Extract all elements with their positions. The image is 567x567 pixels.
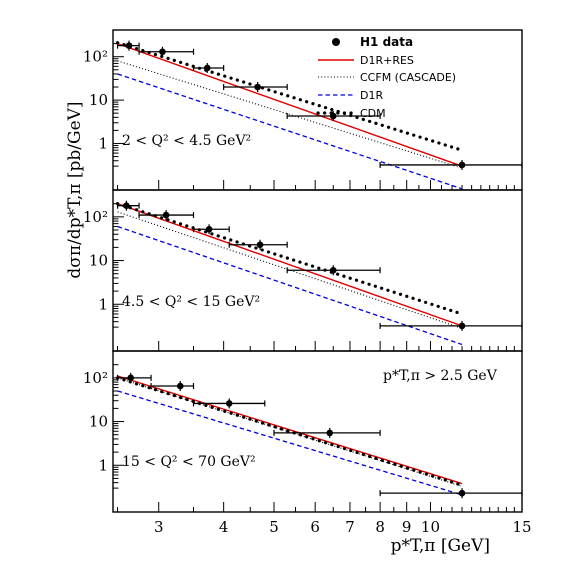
pt-cut-annotation: p*T,π > 2.5 GeV xyxy=(383,368,498,384)
legend-label: H1 data xyxy=(360,35,413,49)
y-tick-label: 10² xyxy=(83,208,108,226)
data-point xyxy=(162,211,170,219)
x-tick-label: 8 xyxy=(375,518,385,536)
y-tick-label: 10² xyxy=(83,369,108,387)
y-tick-label: 1 xyxy=(98,134,108,152)
x-tick-label: 15 xyxy=(512,518,531,536)
q2-range-label: 15 < Q² < 70 GeV² xyxy=(122,454,256,470)
curve-d1r xyxy=(117,73,463,190)
curve-d1r xyxy=(117,225,463,346)
y-tick-label: 10 xyxy=(89,252,108,270)
x-axis-title: p*T,π [GeV] xyxy=(391,536,490,556)
data-point xyxy=(176,382,184,390)
curve-d1r-res xyxy=(117,203,463,327)
curve-cdm xyxy=(115,41,464,152)
data-point xyxy=(458,489,466,497)
x-tick-label: 9 xyxy=(402,518,412,536)
x-tick-label: 3 xyxy=(154,518,164,536)
panel-1: 1 10 10² 2 < Q² < 4.5 GeV² xyxy=(83,29,523,191)
y-tick-label: 1 xyxy=(98,456,108,474)
panel-2: 1 10 10² 4.5 < Q² < 15 GeV² xyxy=(83,189,523,352)
panel-3: 1 10 10² 15 < Q² < 70 GeV² xyxy=(83,350,523,513)
x-tick-label: 10 xyxy=(421,518,440,536)
legend-label: CDM xyxy=(360,107,386,120)
legend-label: D1R+RES xyxy=(360,54,414,67)
data-point xyxy=(127,374,135,382)
data-point xyxy=(326,429,334,437)
data-point xyxy=(225,400,233,407)
legend-marker xyxy=(332,38,340,46)
data-point xyxy=(458,161,466,169)
data-point xyxy=(329,266,337,274)
legend-label: CCFM (CASCADE) xyxy=(360,71,456,84)
data-point xyxy=(205,225,213,233)
curve-ccfm-cascade- xyxy=(117,377,463,487)
data-point xyxy=(458,322,466,330)
y-axis-title: dσπ/dp*T,π [pb/GeV] xyxy=(65,101,85,278)
curve-d1r xyxy=(117,390,463,496)
y-tick-label: 1 xyxy=(98,295,108,313)
data-point xyxy=(123,202,130,209)
y-tick-label: 10 xyxy=(89,91,108,109)
y-tick-label: 10² xyxy=(83,48,108,66)
x-tick-label: 7 xyxy=(345,518,355,536)
data-point xyxy=(254,83,261,91)
x-tick-label: 5 xyxy=(269,518,279,536)
legend-label: D1R xyxy=(360,89,383,102)
x-tick-label: 4 xyxy=(219,518,229,536)
data-point xyxy=(125,42,133,49)
q2-range-label: 2 < Q² < 4.5 GeV² xyxy=(122,133,251,149)
y-tick-label: 10 xyxy=(89,413,108,431)
curve-d1r-res xyxy=(117,43,463,167)
x-tick-label: 6 xyxy=(310,518,320,536)
data-point xyxy=(159,48,166,56)
data-point xyxy=(203,64,211,72)
data-point xyxy=(256,241,264,249)
curve-cdm xyxy=(115,376,464,487)
legend: H1 data D1R+RES CCFM (CASCADE) D1R CDM xyxy=(316,35,456,120)
curve-cdm xyxy=(115,202,464,316)
q2-range-label: 4.5 < Q² < 15 GeV² xyxy=(122,294,260,310)
curve-d1r-res xyxy=(117,375,463,485)
